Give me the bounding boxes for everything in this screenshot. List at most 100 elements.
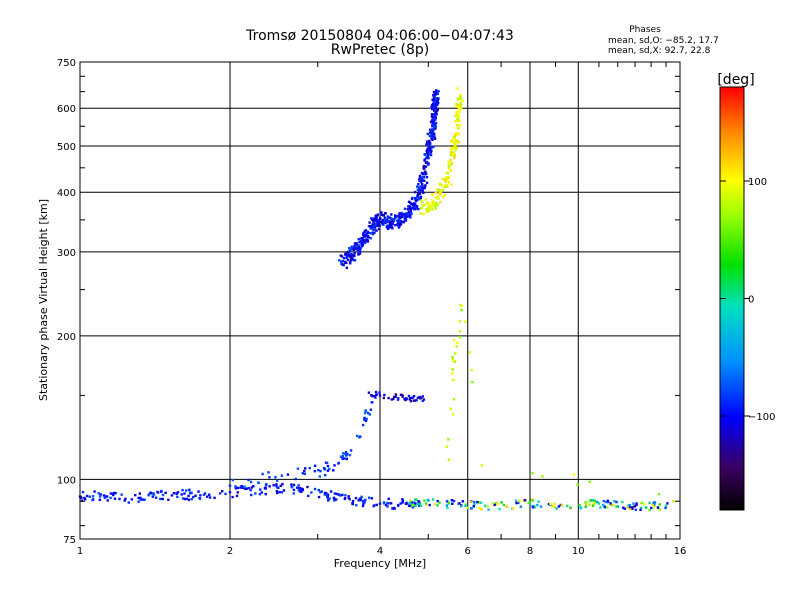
data-point	[628, 506, 632, 510]
colorbar-tick-label: −100	[748, 412, 775, 423]
data-point	[456, 341, 459, 345]
data-point	[596, 500, 599, 504]
data-point	[473, 500, 476, 504]
data-point	[351, 246, 355, 249]
data-point	[447, 438, 450, 441]
data-point	[187, 494, 190, 498]
data-point	[453, 135, 456, 138]
data-point	[527, 501, 530, 505]
data-point	[109, 492, 113, 495]
data-point	[602, 499, 606, 503]
data-point	[371, 395, 374, 398]
data-point	[456, 98, 460, 102]
data-point	[376, 213, 379, 216]
data-point	[372, 225, 375, 228]
data-point	[335, 492, 338, 496]
data-point	[307, 494, 310, 498]
data-point	[458, 502, 461, 505]
data-point	[443, 185, 447, 189]
data-point	[466, 506, 469, 510]
data-point	[348, 260, 352, 264]
colorbar-label: [deg]	[717, 72, 754, 88]
data-point	[220, 490, 224, 493]
data-point	[355, 245, 359, 248]
data-point	[198, 497, 201, 500]
data-point	[478, 506, 482, 510]
data-point	[358, 250, 362, 253]
data-point	[350, 247, 353, 251]
data-point	[339, 494, 342, 497]
data-point	[274, 476, 277, 479]
data-point	[413, 498, 417, 502]
data-point	[436, 107, 439, 110]
data-point	[419, 207, 423, 210]
stats-heading: Phases	[629, 25, 661, 35]
data-point	[439, 200, 442, 204]
data-point	[603, 505, 606, 508]
data-point	[430, 113, 434, 116]
data-point	[277, 486, 280, 490]
data-point	[362, 233, 365, 237]
data-point	[452, 499, 456, 503]
data-point	[425, 181, 429, 185]
data-point	[644, 506, 648, 509]
data-point	[435, 96, 438, 100]
data-point	[345, 454, 348, 457]
data-point	[453, 154, 456, 158]
data-point	[376, 224, 380, 228]
data-point	[392, 220, 395, 223]
data-point	[634, 508, 638, 512]
data-point	[326, 494, 329, 497]
data-point	[397, 226, 401, 229]
data-point	[353, 259, 357, 262]
data-point	[422, 166, 425, 170]
data-point	[454, 120, 457, 123]
data-point	[91, 495, 95, 498]
data-point	[365, 417, 368, 421]
data-point	[362, 239, 365, 242]
data-point	[451, 355, 454, 359]
data-point	[420, 199, 423, 202]
data-point	[486, 505, 490, 508]
data-point	[354, 242, 358, 246]
data-point	[180, 493, 183, 496]
data-point	[260, 491, 264, 494]
data-point	[407, 215, 410, 218]
data-point	[88, 495, 91, 498]
data-point	[436, 103, 439, 106]
data-point	[188, 488, 191, 492]
data-point	[362, 235, 366, 238]
data-point	[593, 502, 597, 505]
data-point	[343, 452, 347, 456]
data-point	[539, 505, 543, 508]
data-point	[425, 149, 428, 153]
data-point	[458, 95, 462, 98]
data-point	[313, 464, 317, 468]
data-point	[391, 507, 394, 510]
data-point	[281, 482, 284, 486]
data-point	[630, 506, 634, 509]
data-point	[434, 125, 437, 129]
data-point	[414, 198, 417, 201]
data-point	[79, 495, 82, 498]
data-point	[208, 496, 212, 499]
data-point	[403, 212, 406, 216]
data-point	[350, 255, 354, 259]
data-point	[370, 401, 374, 404]
data-point	[456, 139, 459, 143]
data-point	[431, 498, 435, 501]
data-point	[434, 91, 437, 95]
data-point	[418, 191, 421, 195]
data-point	[653, 506, 656, 509]
data-point	[409, 499, 412, 502]
data-point	[409, 216, 412, 219]
data-point	[357, 244, 360, 247]
data-point	[407, 394, 411, 398]
data-point	[471, 380, 474, 384]
data-point	[605, 500, 608, 504]
data-point	[445, 176, 448, 179]
data-point	[367, 224, 371, 228]
data-point	[161, 497, 164, 501]
data-point	[616, 505, 620, 508]
data-point	[426, 151, 429, 154]
